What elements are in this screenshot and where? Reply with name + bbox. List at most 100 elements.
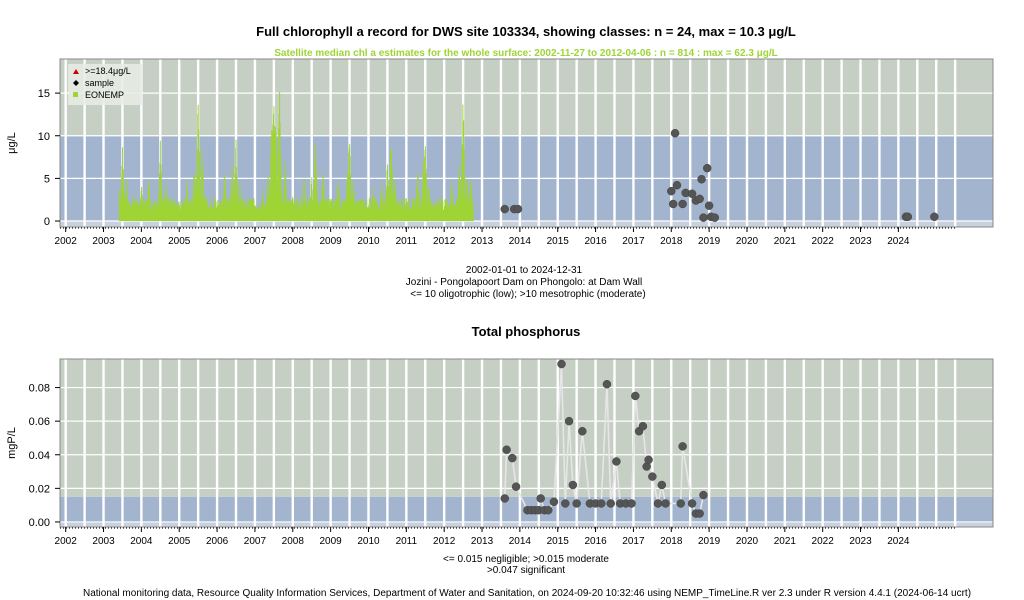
tp-sample-point [568,480,578,490]
tp-class-note-2: >0.047 significant [487,565,565,576]
chl-xtick-label: 2022 [812,236,835,247]
tp-ytick-label: 0.00 [29,517,50,529]
tp-xtick-label: 2007 [244,536,267,547]
tp-xtick-label: 2003 [92,536,115,547]
chl-xtick-label: 2011 [396,236,418,247]
chl-xtick-label: 2016 [584,236,607,247]
chl-sample-point [668,199,678,209]
tp-ytick-label: 0.02 [29,483,50,495]
chl-sample-point [667,186,676,196]
tp-sample-point [676,499,685,508]
tp-xtick-label: 2023 [849,536,872,547]
tp-sample-point [549,497,559,507]
legend-diamond-icon [73,80,79,86]
chl-xtick-label: 2018 [660,236,683,247]
tp-xtick-label: 2004 [130,536,153,547]
chl-sample-point [704,201,714,210]
chl-xtick-label: 2002 [55,236,78,247]
tp-class-note-1: <= 0.015 negligible; >0.015 moderate [443,554,609,565]
chl-xtick-label: 2019 [698,236,721,247]
tp-sample-point [578,426,587,436]
tp-sample-point [606,499,615,508]
chl-xtick-label: 2010 [357,236,380,247]
chl-ytick-label: 5 [44,173,50,185]
chl-ytick-label: 10 [38,131,50,143]
legend-triangle-icon [73,69,79,74]
chl-sample-point [930,212,939,222]
tp-xtick-label: 2016 [584,536,607,547]
tp-sample-point [511,482,521,491]
tp-xtick-label: 2021 [774,536,797,547]
tp-xtick-label: 2005 [168,536,191,547]
chl-plot-area: 0 5 10 15 2002 2003 2004 2005 2006 2007 2008 2009 20… [6,58,994,247]
chl-legend-label: EONEMP [85,90,124,100]
tp-plot-area: 0.00 0.02 0.04 0.06 0.08 2002 2003 2004 2005 2006… [6,358,994,547]
chl-sample-point [500,204,509,214]
chl-xtick-label: 2009 [320,236,343,247]
tp-sample-point [557,359,566,369]
tp-xtick-label: 2019 [698,536,721,547]
tp-sample-point [612,457,621,466]
chl-sample-point [699,213,708,222]
chl-sample-point [687,189,697,198]
tp-xtick-label: 2018 [660,536,683,547]
chl-legend-box [68,64,142,105]
eonemp-series [118,91,474,222]
tp-sample-point [602,379,612,389]
chl-class-band [60,59,993,136]
chl-xtick-label: 2005 [168,236,191,247]
chl-sample-point [710,213,720,222]
chl-xtick-label: 2015 [547,236,570,247]
chl-subtitle: Satellite median chl a estimates for the… [274,48,778,59]
chl-sample-point [513,204,523,214]
tp-class-band [60,359,993,497]
tp-xtick-label: 2008 [282,536,305,547]
tp-sample-point [564,416,574,426]
chl-class-note: <= 10 oligotrophic (low); >10 mesotrophi… [410,289,645,300]
tp-xtick-label: 2009 [320,536,343,547]
tp-sample-point [536,494,545,503]
tp-xtick-label: 2022 [812,536,835,547]
chl-site: Jozini - Pongolapoort Dam on Phongolo: a… [406,277,642,288]
tp-ylabel: mgP/L [6,427,18,459]
tp-sample-point [502,445,511,454]
tp-xtick-label: 2015 [547,536,570,547]
tp-xtick-label: 2017 [622,536,645,547]
tp-xtick-label: 2013 [471,536,494,547]
tp-sample-point [631,391,640,401]
tp-below-zero-band [60,521,993,527]
tp-sample-point [627,499,636,508]
tp-sample-point [561,499,570,508]
tp-ytick-label: 0.08 [29,383,50,395]
chl-below-zero-band [60,221,993,227]
tp-sample-point [678,442,687,451]
chl-sample-point [697,174,706,184]
chl-sample-point [702,163,712,173]
chl-xtick-label: 2021 [774,236,797,247]
tp-sample-point [648,472,657,481]
chl-xtick-label: 2006 [206,236,229,247]
chl-date-range: 2002-01-01 to 2024-12-31 [466,265,583,276]
tp-xtick-label: 2014 [509,536,532,547]
tp-xtick-label: 2020 [736,536,759,547]
chl-frame [59,58,994,228]
tp-sample-point [687,499,697,508]
chl-legend-label: >=18.4μg/L [85,66,131,76]
tp-sample-point [695,509,704,518]
chl-xtick-label: 2013 [471,236,494,247]
tp-sample-point [597,499,606,508]
chl-sample-point [670,128,680,138]
chl-sample-point [695,194,704,204]
chl-ytick-label: 15 [38,88,50,100]
chl-sample-point [678,199,687,209]
chl-xtick-label: 2007 [244,236,267,247]
tp-sample-point [500,494,509,503]
chl-ylabel: μg/L [6,132,18,154]
chl-ytick-label: 0 [44,216,50,228]
chl-xtick-label: 2023 [849,236,872,247]
chl-xtick-label: 2004 [130,236,153,247]
tp-xtick-label: 2011 [396,536,418,547]
tp-sample-point [572,499,581,508]
